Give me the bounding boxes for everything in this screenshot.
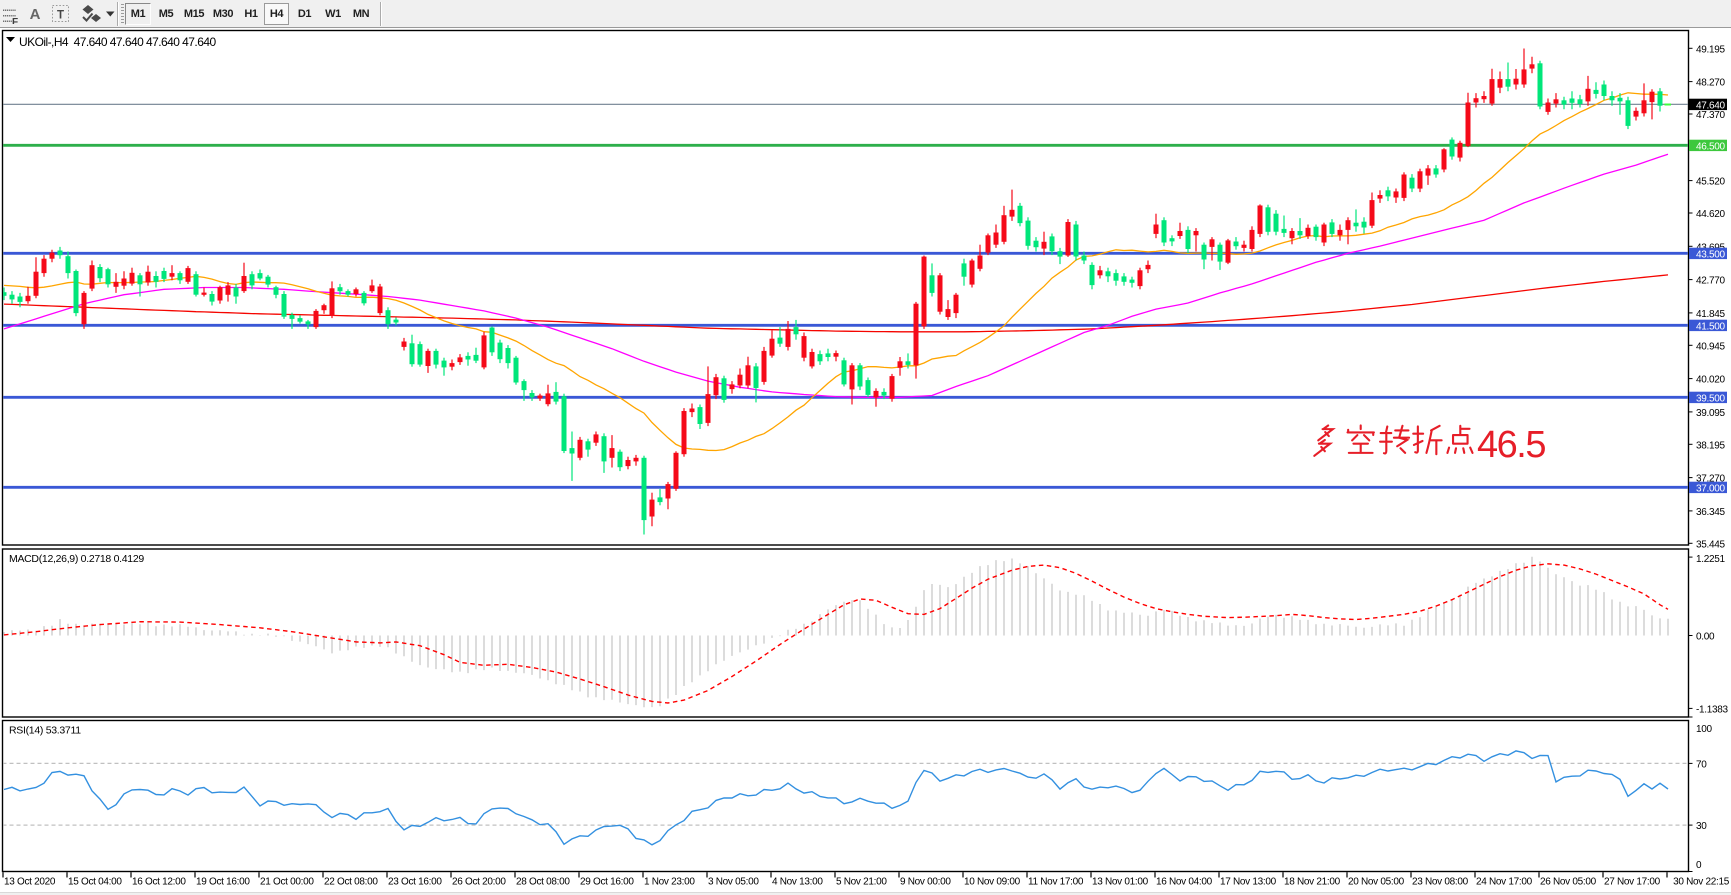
svg-text:15 Oct 04:00: 15 Oct 04:00 [68,877,122,888]
svg-text:36.345: 36.345 [1696,507,1726,518]
svg-text:13 Nov 01:00: 13 Nov 01:00 [1092,877,1149,888]
svg-text:40.020: 40.020 [1696,375,1726,386]
svg-text:27 Nov 17:00: 27 Nov 17:00 [1604,877,1661,888]
svg-text:18 Nov 21:00: 18 Nov 21:00 [1284,877,1341,888]
svg-text:F: F [12,17,18,24]
svg-text:22 Oct 08:00: 22 Oct 08:00 [324,877,378,888]
svg-text:70: 70 [1696,759,1707,770]
svg-text:23 Oct 16:00: 23 Oct 16:00 [388,877,442,888]
svg-text:10 Nov 09:00: 10 Nov 09:00 [964,877,1021,888]
svg-text:24 Nov 17:00: 24 Nov 17:00 [1476,877,1533,888]
svg-text:9 Nov 00:00: 9 Nov 00:00 [900,877,951,888]
svg-text:MACD(12,26,9) 0.2718 0.4129: MACD(12,26,9) 0.2718 0.4129 [9,553,144,565]
svg-text:28 Oct 08:00: 28 Oct 08:00 [516,877,570,888]
svg-text:41.845: 41.845 [1696,309,1726,320]
svg-text:UKOil-,H4 47.640 47.640 47.64: UKOil-,H4 47.640 47.640 47.640 47.640 [19,35,216,49]
svg-text:38.195: 38.195 [1696,440,1726,451]
svg-text:26 Oct 20:00: 26 Oct 20:00 [452,877,506,888]
svg-text:100: 100 [1696,724,1713,735]
svg-text:0: 0 [1696,860,1702,871]
svg-text:47.640: 47.640 [1696,100,1726,111]
svg-text:4 Nov 13:00: 4 Nov 13:00 [772,877,823,888]
svg-text:35.445: 35.445 [1696,539,1726,550]
svg-text:41.500: 41.500 [1696,321,1726,332]
svg-text:29 Oct 16:00: 29 Oct 16:00 [580,877,634,888]
svg-text:37.270: 37.270 [1696,474,1726,485]
svg-text:30 Nov 22:15: 30 Nov 22:15 [1673,877,1730,888]
svg-text:30: 30 [1696,821,1707,832]
svg-text:19 Oct 16:00: 19 Oct 16:00 [196,877,250,888]
svg-text:48.270: 48.270 [1696,78,1726,89]
svg-text:21 Oct 00:00: 21 Oct 00:00 [260,877,314,888]
svg-text:16 Oct 12:00: 16 Oct 12:00 [132,877,186,888]
svg-text:45.520: 45.520 [1696,177,1726,188]
svg-text:26 Nov 05:00: 26 Nov 05:00 [1540,877,1597,888]
svg-text:T: T [57,10,64,22]
svg-text:43.500: 43.500 [1696,249,1726,260]
svg-text:13 Oct 2020: 13 Oct 2020 [4,877,56,888]
svg-text:47.370: 47.370 [1696,110,1726,121]
svg-text:46.500: 46.500 [1696,141,1726,152]
svg-text:20 Nov 05:00: 20 Nov 05:00 [1348,877,1405,888]
svg-text:37.000: 37.000 [1696,483,1726,494]
svg-text:16 Nov 04:00: 16 Nov 04:00 [1156,877,1213,888]
svg-text:11 Nov 17:00: 11 Nov 17:00 [1028,877,1084,888]
svg-text:5 Nov 21:00: 5 Nov 21:00 [836,877,887,888]
svg-text:3 Nov 05:00: 3 Nov 05:00 [708,877,759,888]
svg-text:42.770: 42.770 [1696,276,1726,287]
svg-text:1 Nov 23:00: 1 Nov 23:00 [644,877,695,888]
svg-text:0.00: 0.00 [1696,632,1715,643]
svg-text:49.195: 49.195 [1696,44,1726,55]
svg-text:39.095: 39.095 [1696,408,1726,419]
svg-text:39.500: 39.500 [1696,393,1726,404]
svg-text:46.5: 46.5 [1477,424,1545,466]
svg-text:40.945: 40.945 [1696,341,1726,352]
svg-text:-1.1383: -1.1383 [1696,704,1729,715]
svg-text:17 Nov 13:00: 17 Nov 13:00 [1220,877,1277,888]
svg-text:23 Nov 08:00: 23 Nov 08:00 [1412,877,1469,888]
svg-text:44.620: 44.620 [1696,209,1726,220]
svg-text:1.2251: 1.2251 [1696,554,1726,565]
svg-text:RSI(14) 53.3711: RSI(14) 53.3711 [9,725,81,737]
